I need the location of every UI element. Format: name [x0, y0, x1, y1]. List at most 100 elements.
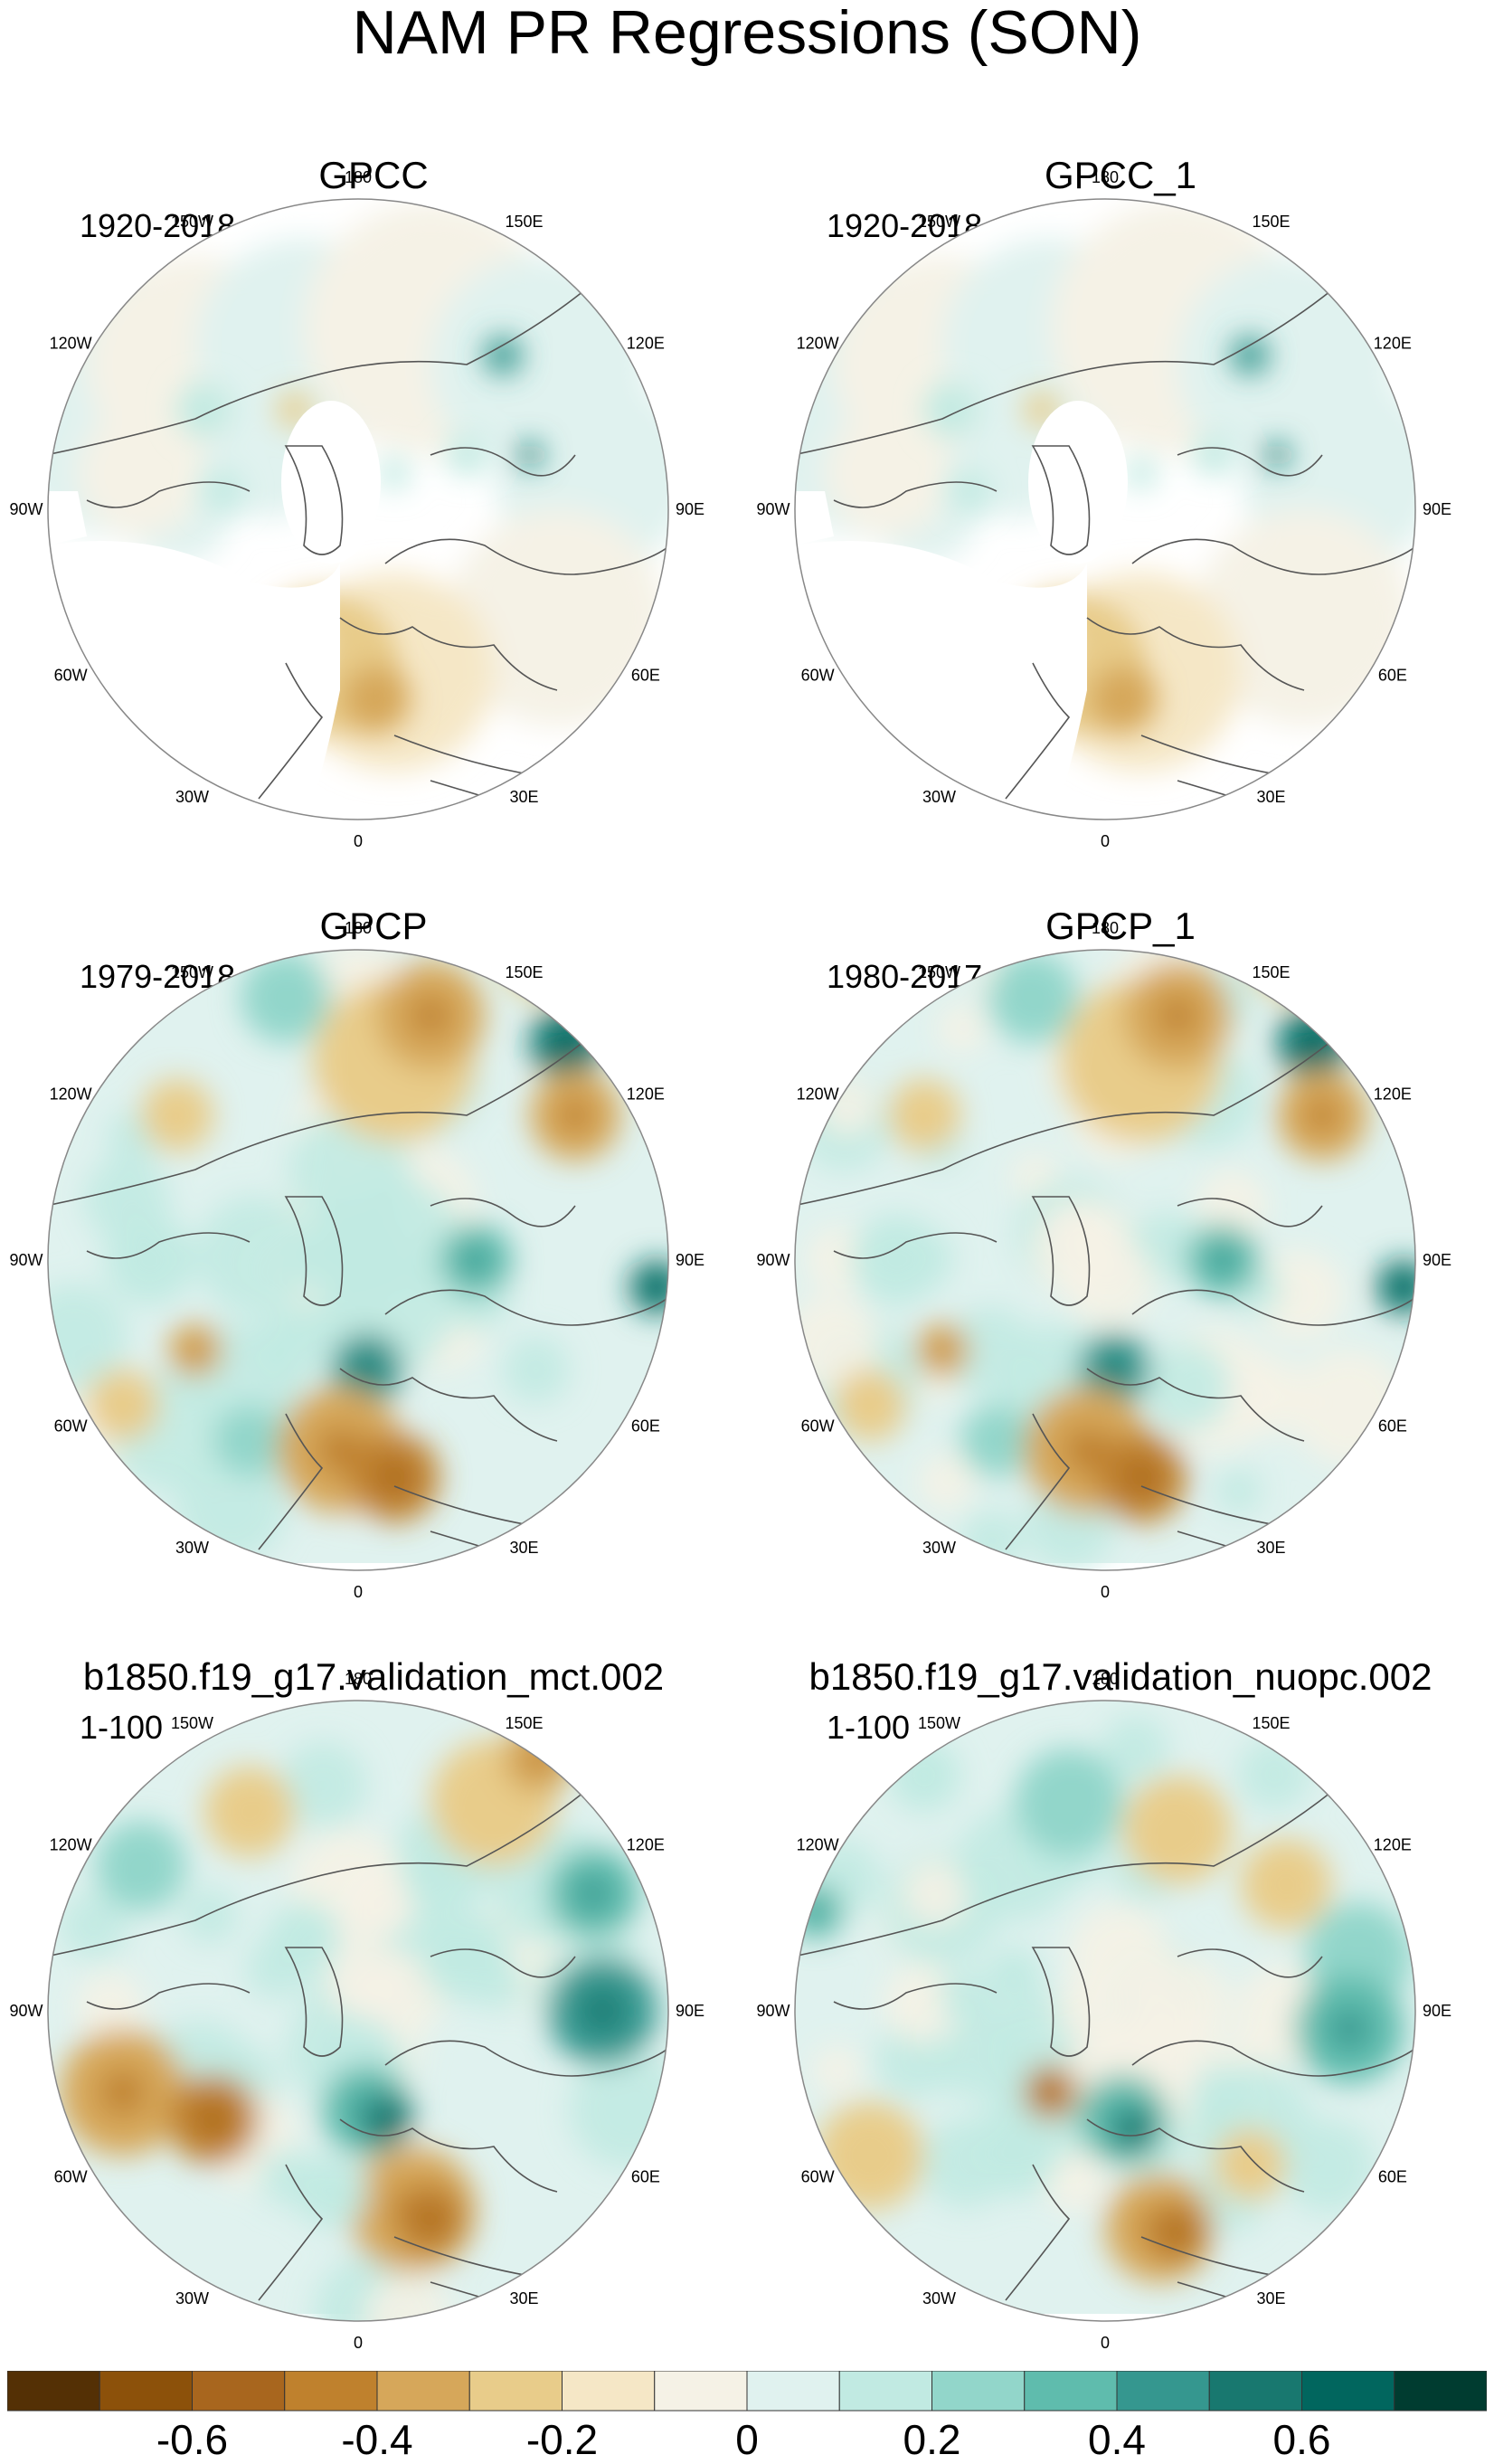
coastlines — [48, 1784, 668, 2310]
precip-anomaly — [924, 383, 979, 437]
colorbar-swatch — [1301, 2371, 1395, 2412]
longitude-label: 0 — [1101, 2334, 1110, 2352]
longitude-label: 0 — [1101, 832, 1110, 850]
map-panel: GPCP_1 1980-2017 180 150E 120E 90E 60E 30E 0 30W 6… — [747, 905, 1494, 1655]
precip-anomaly — [517, 442, 543, 468]
colorbar-tick-label: 0.6 — [1273, 2416, 1331, 2461]
polar-map: 180 150E 120E 90E 60E 30E 0 30W 60W 90W 120W 150W — [756, 1670, 1451, 2352]
longitude-label: 180 — [1092, 919, 1119, 937]
polar-map: 180 150E 120E 90E 60E 30E 0 30W 60W 90W 120W 150W — [9, 919, 704, 1601]
longitude-label: 0 — [354, 2334, 363, 2352]
precip-anomaly — [1215, 1467, 1262, 1514]
panel-title: GPCC_1 — [1044, 154, 1197, 196]
field-layer — [795, 1701, 1415, 2314]
precip-anomaly — [960, 1405, 1033, 1477]
precip-anomaly — [502, 1336, 570, 1404]
longitude-label: 30E — [1256, 1539, 1285, 1557]
precip-anomaly — [268, 1902, 340, 1975]
precip-anomaly — [949, 470, 990, 512]
panel-period: 1-100 — [827, 1709, 911, 1746]
colorbar-swatch — [1208, 2371, 1302, 2412]
precip-anomaly-core — [577, 1877, 610, 1910]
precip-anomaly — [971, 2099, 1064, 2191]
precip-anomaly — [888, 1739, 960, 1812]
longitude-label: 150W — [171, 963, 213, 981]
longitude-label: 150W — [171, 213, 213, 231]
precip-anomaly — [937, 1004, 986, 1054]
precip-anomaly-core — [1394, 1277, 1414, 1297]
longitude-label: 60E — [631, 1417, 660, 1436]
colorbar-swatch — [376, 2371, 470, 2412]
precip-anomaly — [918, 1454, 975, 1511]
longitude-label: 90E — [1423, 1251, 1451, 1269]
longitude-label: 120E — [627, 1836, 665, 1854]
precip-anomaly — [241, 952, 331, 1043]
colorbar-swatch — [1116, 2371, 1210, 2412]
longitude-label: 120E — [1374, 335, 1412, 353]
panel-title: GPCP_1 — [1045, 905, 1196, 947]
longitude-label: 90W — [756, 1251, 790, 1269]
longitude-label: 90E — [1423, 2002, 1451, 2020]
longitude-label: 30W — [922, 788, 956, 806]
longitude-label: 60E — [631, 667, 660, 685]
precip-anomaly-core — [1064, 1427, 1110, 1473]
coastlines — [795, 282, 1415, 809]
precip-anomaly-core — [185, 1341, 205, 1360]
precip-anomaly — [1264, 442, 1290, 468]
precip-anomaly — [569, 2050, 668, 2169]
longitude-label: 120E — [627, 335, 665, 353]
precip-anomaly — [1237, 1738, 1311, 1811]
precip-anomaly — [1044, 2149, 1107, 2213]
precip-anomaly-core — [197, 2103, 230, 2136]
field-layer — [795, 950, 1415, 1570]
precip-anomaly — [1241, 1839, 1331, 1929]
precip-anomaly — [902, 1859, 969, 1927]
colorbar-tick-label: 0.2 — [903, 2416, 961, 2461]
longitude-label: 120E — [1374, 1085, 1412, 1104]
precip-anomaly — [1055, 1203, 1129, 1275]
precip-anomaly-core — [1041, 2082, 1061, 2102]
precip-anomaly — [87, 1369, 159, 1441]
precip-anomaly — [1281, 2119, 1376, 2214]
map-panel: GPCP 1979-2018 180 150E 120E 90E 60E 30E 0 30W 60W… — [0, 905, 747, 1655]
precip-anomaly-core — [351, 2094, 383, 2127]
precip-anomaly-core — [1306, 1099, 1338, 1132]
precip-anomaly — [988, 1948, 1042, 2002]
longitude-label: 30E — [509, 788, 538, 806]
longitude-label: 150W — [171, 1714, 213, 1732]
longitude-label: 120W — [797, 1836, 839, 1854]
precip-anomaly — [105, 1215, 195, 1305]
longitude-label: 150E — [505, 963, 543, 981]
precip-anomaly-core — [647, 1277, 667, 1297]
coastlines — [48, 282, 668, 809]
precip-anomaly — [345, 1864, 418, 1937]
precip-anomaly — [1102, 1715, 1169, 1783]
precip-anomaly-core — [583, 1992, 621, 2030]
colorbar-tick-label: -0.4 — [341, 2416, 412, 2461]
longitude-label: 60E — [1378, 2168, 1407, 2186]
polar-map: 180 150E 120E 90E 60E 30E 0 30W 60W 90W 120W 150W — [9, 168, 704, 850]
longitude-label: 120W — [797, 335, 839, 353]
longitude-label: 60W — [54, 667, 88, 685]
precip-anomaly — [888, 1079, 960, 1151]
field-layer — [795, 199, 1415, 820]
longitude-label: 90E — [1423, 500, 1451, 518]
precip-anomaly — [202, 470, 243, 512]
precip-anomaly — [1231, 336, 1269, 374]
longitude-label: 90E — [676, 1251, 704, 1269]
precip-anomaly-core — [317, 1427, 363, 1473]
precip-anomaly — [1193, 434, 1234, 476]
colorbar-tick-label: -0.6 — [156, 2416, 228, 2461]
precip-anomaly — [1142, 1342, 1231, 1431]
longitude-label: 150E — [505, 1714, 543, 1732]
precip-anomaly — [204, 1767, 295, 1857]
longitude-label: 90W — [9, 1251, 43, 1269]
map-panel: b1850.f19_g17.validation_mct.002 1-100 180… — [0, 1655, 747, 2406]
longitude-label: 120W — [50, 1085, 92, 1104]
precip-anomaly — [378, 457, 411, 489]
precip-anomaly — [181, 1887, 239, 1944]
longitude-label: 30W — [175, 2289, 209, 2308]
figure-title: NAM PR Regressions (SON) — [352, 0, 1142, 67]
longitude-label: 180 — [1092, 168, 1119, 186]
coastlines — [48, 1033, 668, 1559]
